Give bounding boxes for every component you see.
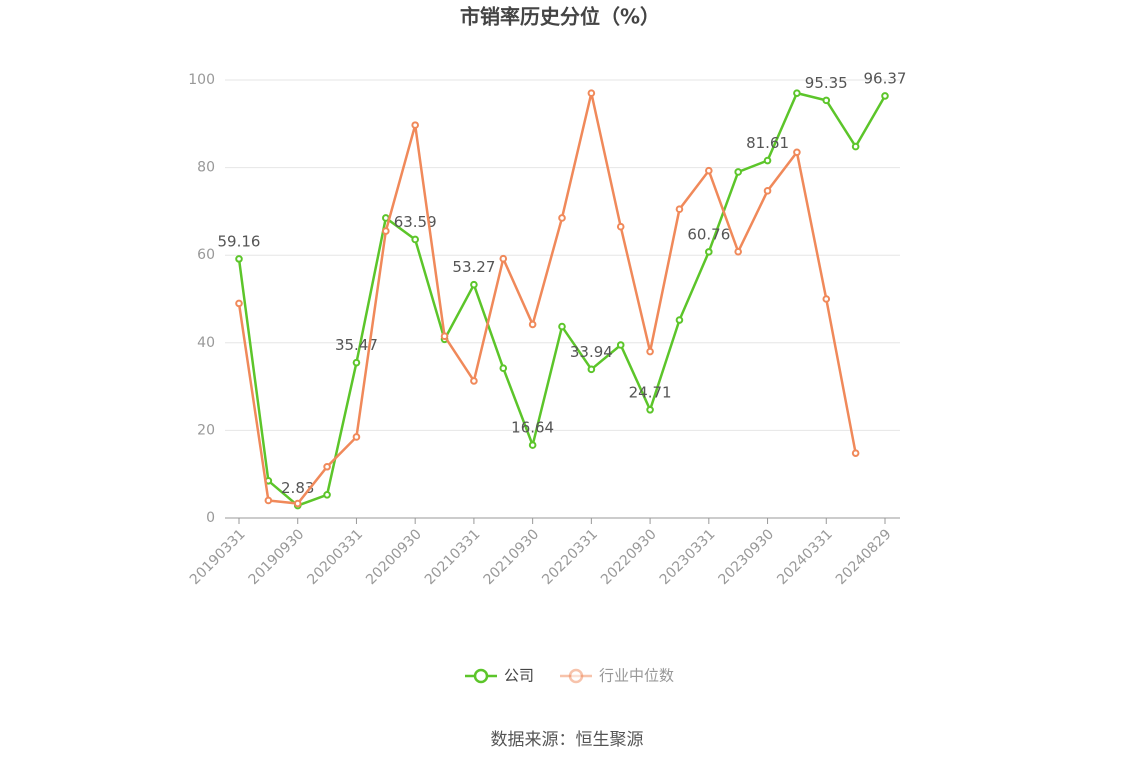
point bbox=[793, 148, 801, 157]
point bbox=[499, 254, 508, 263]
point bbox=[705, 166, 713, 175]
point bbox=[822, 295, 831, 303]
point bbox=[734, 247, 742, 256]
point bbox=[881, 92, 889, 100]
point bbox=[558, 322, 566, 331]
point bbox=[616, 341, 625, 349]
point bbox=[352, 358, 361, 367]
legend-marker bbox=[473, 668, 489, 684]
point bbox=[558, 214, 566, 222]
chart-title: 市销率历史分位（%） bbox=[460, 5, 660, 29]
point bbox=[793, 89, 801, 97]
x-tick-label: 20200331 bbox=[304, 526, 366, 588]
y-tick-label: 100 bbox=[188, 72, 215, 88]
legend-label: 行业中位数 bbox=[599, 667, 674, 685]
data-label: 95.35 bbox=[805, 74, 848, 92]
data-label: 60.76 bbox=[687, 225, 730, 243]
point bbox=[616, 222, 625, 231]
legend-marker bbox=[568, 668, 584, 684]
point bbox=[822, 96, 831, 105]
data-label: 53.27 bbox=[452, 258, 495, 276]
point bbox=[470, 377, 478, 385]
point bbox=[323, 462, 331, 471]
point bbox=[528, 441, 537, 449]
point bbox=[705, 248, 713, 256]
point bbox=[587, 89, 596, 97]
y-tick-label: 80 bbox=[197, 160, 215, 176]
point bbox=[411, 121, 419, 129]
x-tick-label: 20190331 bbox=[187, 526, 249, 588]
point bbox=[851, 449, 860, 457]
point bbox=[352, 433, 361, 441]
source: 数据来源：恒生聚源 bbox=[491, 730, 644, 750]
data-label: 81.61 bbox=[746, 134, 789, 152]
x-tick-label: 20210930 bbox=[481, 526, 543, 588]
x-tick-label: 20210331 bbox=[422, 526, 484, 588]
x-tick-label: 20190930 bbox=[246, 526, 308, 588]
point bbox=[293, 499, 302, 508]
point bbox=[235, 255, 243, 263]
x-tick-label: 20220930 bbox=[598, 526, 660, 588]
x-tick-label: 20240331 bbox=[774, 526, 836, 588]
x-tick-label: 20230930 bbox=[715, 526, 777, 588]
point bbox=[499, 364, 508, 373]
data-label: 35.47 bbox=[335, 336, 378, 354]
point bbox=[382, 227, 390, 235]
point bbox=[264, 496, 273, 505]
point bbox=[411, 235, 419, 244]
point bbox=[587, 365, 596, 374]
series-line bbox=[237, 91, 887, 508]
point bbox=[528, 320, 537, 329]
x-tick-label: 20230331 bbox=[657, 526, 719, 588]
point bbox=[763, 187, 772, 195]
y-tick-label: 0 bbox=[206, 510, 215, 526]
point bbox=[323, 490, 331, 499]
y-tick-label: 60 bbox=[197, 247, 215, 263]
y-tick-label: 40 bbox=[197, 335, 215, 351]
data-label: 59.16 bbox=[218, 232, 261, 250]
x-tick-label: 20200930 bbox=[363, 526, 425, 588]
point bbox=[734, 168, 742, 176]
point bbox=[675, 316, 684, 324]
legend-label: 公司 bbox=[504, 667, 534, 685]
data-label: 96.37 bbox=[864, 69, 907, 87]
x-tick-label: 20220331 bbox=[539, 526, 601, 588]
data-label: 33.94 bbox=[570, 343, 613, 361]
point bbox=[470, 280, 478, 289]
point bbox=[440, 332, 449, 341]
point bbox=[646, 347, 654, 356]
point bbox=[763, 156, 772, 165]
point bbox=[235, 299, 243, 308]
point bbox=[675, 205, 684, 214]
data-label: 24.71 bbox=[629, 383, 672, 401]
x-tick-label: 20240829 bbox=[833, 526, 895, 588]
data-label: 63.59 bbox=[394, 213, 437, 231]
series-line bbox=[237, 92, 857, 505]
y-tick-label: 20 bbox=[197, 422, 215, 438]
point bbox=[851, 142, 860, 151]
point bbox=[646, 405, 654, 414]
data-label: 16.64 bbox=[511, 419, 554, 437]
